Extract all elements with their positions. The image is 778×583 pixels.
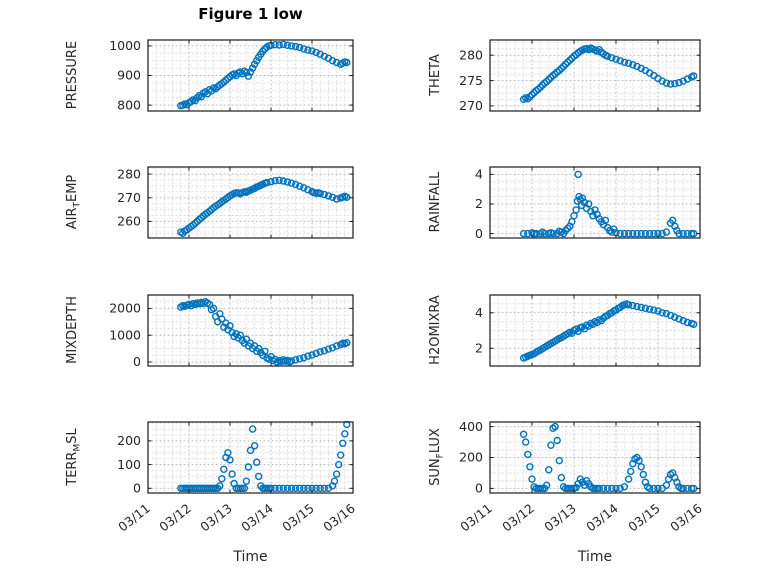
svg-text:0: 0 [133,481,141,496]
svg-text:280: 280 [117,166,141,181]
svg-text:900: 900 [117,68,141,83]
svg-text:0: 0 [475,226,483,241]
svg-text:03/12: 03/12 [499,501,537,535]
svg-text:03/11: 03/11 [115,501,153,535]
theta-plot: 270 275 280 [459,39,701,113]
svg-text:270: 270 [117,190,141,205]
rainfall-plot: 0 2 4 [475,166,701,241]
svg-text:1000: 1000 [109,38,141,53]
svg-text:03/15: 03/15 [625,501,663,535]
terrmsl-plot: 0 100 200 03/11 03/12 03/13 03/14 03/15 03/16 [115,421,358,535]
svg-text:270: 270 [459,98,483,113]
svg-text:200: 200 [459,450,483,465]
svg-text:800: 800 [117,97,141,112]
svg-text:03/16: 03/16 [667,501,705,535]
svg-text:260: 260 [117,214,141,229]
svg-text:400: 400 [459,419,483,434]
x-axis-label-time-left: Time [233,549,268,565]
svg-text:100: 100 [117,457,141,472]
svg-text:03/11: 03/11 [457,501,495,535]
svg-text:03/13: 03/13 [541,501,579,535]
figure-title: Figure 1 low [198,5,303,23]
svg-text:200: 200 [117,433,141,448]
svg-text:1000: 1000 [109,327,141,342]
y-axis-label-terrmsl: TERRMSL [65,428,83,486]
svg-text:03/12: 03/12 [156,501,194,535]
svg-text:03/15: 03/15 [279,501,317,535]
sunflux-plot: 0 200 400 03/11 03/12 03/13 03/14 03/15 03/16 [457,419,705,535]
svg-text:03/14: 03/14 [238,501,276,535]
pressure-plot: 800 900 1000 [109,38,354,112]
svg-text:0: 0 [133,354,141,369]
svg-text:03/13: 03/13 [197,501,235,535]
svg-text:0: 0 [475,481,483,496]
svg-text:2: 2 [475,196,483,211]
svg-text:2000: 2000 [109,301,141,316]
svg-text:2: 2 [475,341,483,356]
svg-text:4: 4 [475,167,483,182]
mixdepth-plot: 0 1000 2000 [109,294,354,369]
h2omixra-plot: 24 [475,294,701,367]
svg-text:03/16: 03/16 [320,501,358,535]
airtemp-plot: 260 270 280 [117,166,354,239]
x-axis-label-time-right: Time [577,549,613,565]
svg-text:280: 280 [459,47,483,62]
svg-text:4: 4 [475,305,483,320]
svg-text:275: 275 [459,73,483,88]
svg-text:03/14: 03/14 [583,501,621,535]
